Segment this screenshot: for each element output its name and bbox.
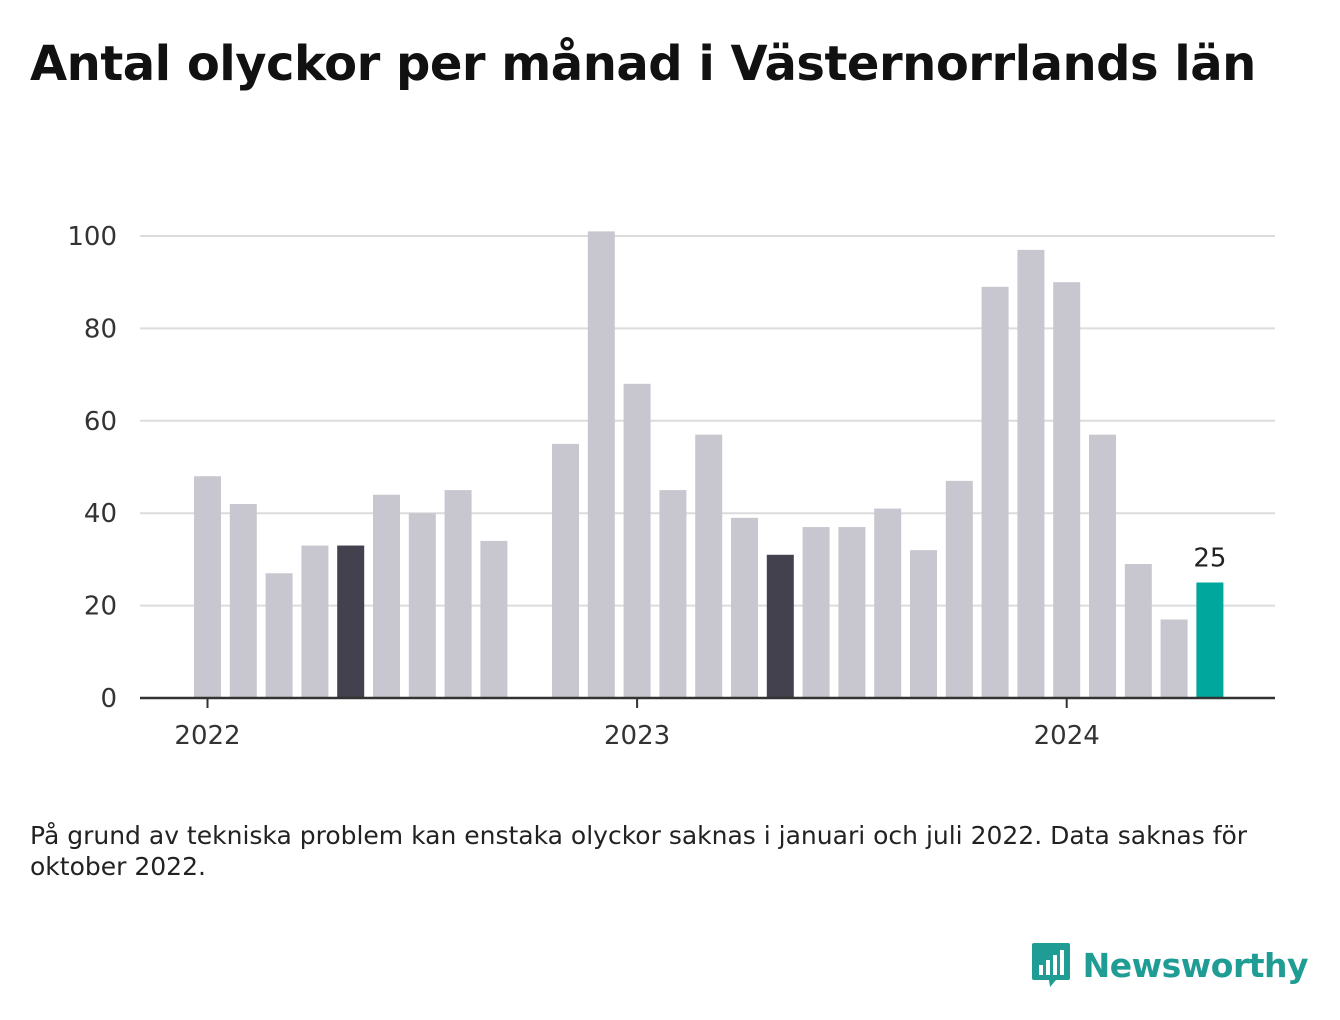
bar <box>981 286 1009 698</box>
bar <box>1017 249 1045 699</box>
bar <box>659 490 687 698</box>
bar <box>731 517 758 698</box>
bar <box>910 550 937 698</box>
bar <box>587 231 615 698</box>
bar <box>552 443 579 698</box>
y-axis-labels: 0 20 40 60 80 100 <box>67 222 117 714</box>
bar <box>373 494 400 698</box>
bar <box>265 573 293 698</box>
x-tick-label: 2023 <box>604 721 670 751</box>
bar <box>337 545 365 698</box>
bar <box>945 480 973 698</box>
bar <box>1124 564 1152 698</box>
bar <box>766 554 794 698</box>
bar <box>444 490 472 698</box>
y-tick-label: 80 <box>84 314 117 344</box>
data-labels: 25 <box>1193 544 1226 574</box>
bar <box>802 527 830 698</box>
y-tick-label: 60 <box>84 407 117 437</box>
bar <box>874 508 902 698</box>
bar <box>1053 282 1081 698</box>
bar <box>623 383 651 698</box>
bar <box>1089 434 1116 698</box>
bar <box>408 513 436 698</box>
y-tick-label: 40 <box>84 499 117 529</box>
brand-logo: Newsworthy <box>1031 940 1309 990</box>
x-axis: 2022 2023 2024 <box>140 696 1275 751</box>
gridlines <box>140 235 1275 607</box>
y-tick-label: 20 <box>84 592 117 622</box>
bar-chart: 0 20 40 60 80 100 25 2022 2023 2024 <box>67 222 1275 751</box>
brand-name: Newsworthy <box>1082 945 1309 985</box>
data-label: 25 <box>1193 544 1226 574</box>
x-tick-label: 2022 <box>174 721 240 751</box>
x-tick-label: 2024 <box>1034 721 1100 751</box>
bar <box>838 527 866 698</box>
bar <box>480 540 508 698</box>
chart-title: Antal olyckor per månad i Västernorrland… <box>30 36 1256 92</box>
bars <box>194 231 1224 699</box>
bar <box>194 476 221 698</box>
bar-chart-speech-bubble-icon <box>1031 943 1070 987</box>
bar <box>1196 582 1224 698</box>
y-tick-label: 0 <box>100 684 117 714</box>
footnote: På grund av tekniska problem kan enstaka… <box>30 821 1248 881</box>
bar <box>229 503 257 698</box>
y-tick-label: 100 <box>67 222 117 252</box>
bar <box>301 545 329 698</box>
bar <box>1160 619 1188 698</box>
bar <box>695 434 723 698</box>
